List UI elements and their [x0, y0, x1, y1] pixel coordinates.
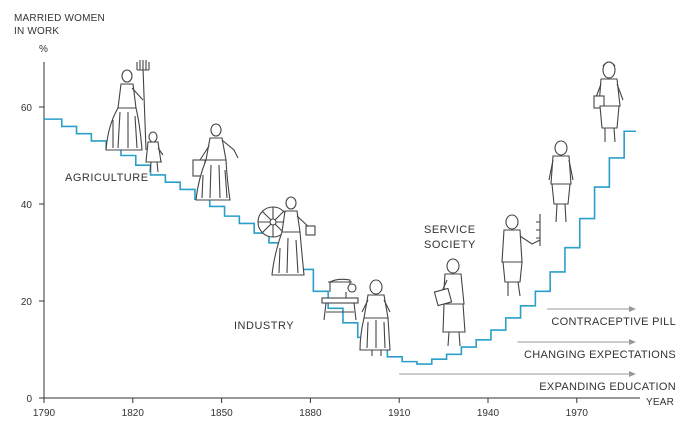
woman-skirt-suit-icon — [548, 140, 574, 223]
teacher-chalkboard-icon — [501, 214, 541, 297]
y-tick-label: 0 — [26, 394, 32, 405]
milkmaid-pail-icon — [192, 123, 239, 201]
era-label-service-line2: SOCIETY — [424, 239, 476, 251]
trend-arrow-head — [629, 339, 636, 345]
farm-woman-pitchfork-icon — [105, 60, 150, 151]
y-axis-unit: % — [39, 44, 48, 55]
y-tick-label: 60 — [21, 103, 33, 114]
office-woman-folder-icon — [433, 258, 466, 347]
trend-label: CONTRACEPTIVE PILL — [551, 316, 676, 328]
x-tick-label: 1850 — [210, 408, 233, 419]
era-label-industry: INDUSTRY — [234, 320, 294, 332]
y-tick-label: 20 — [21, 297, 33, 308]
y-axis-title-line2: IN WORK — [14, 26, 59, 37]
trend-label: EXPANDING EDUCATION — [539, 381, 676, 393]
x-tick-label: 1910 — [388, 408, 411, 419]
trend-arrow-head — [629, 371, 636, 377]
factory-worker-woman-icon — [359, 279, 391, 356]
x-tick-label: 1790 — [33, 408, 56, 419]
sewing-machine-icon — [321, 278, 359, 321]
businesswoman-briefcase-icon — [593, 61, 624, 143]
child-icon — [145, 131, 164, 173]
y-tick-label: 40 — [21, 200, 33, 211]
era-label-service-line1: SERVICE — [424, 224, 476, 236]
x-tick-label: 1880 — [299, 408, 322, 419]
era-label-agriculture: AGRICULTURE — [65, 172, 149, 184]
x-tick-label: 1940 — [477, 408, 500, 419]
x-axis-title: YEAR — [646, 397, 674, 408]
trend-label: CHANGING EXPECTATIONS — [524, 349, 676, 361]
y-axis-title-line1: MARRIED WOMEN — [14, 13, 105, 24]
axis-ticks: 1790 1820 1850 1880 1910 1940 1970 0 20 40 60 — [21, 103, 588, 419]
x-tick-label: 1820 — [122, 408, 145, 419]
x-tick-label: 1970 — [566, 408, 589, 419]
series-line — [44, 118, 636, 365]
trend-annotations: CONTRACEPTIVE PILL CHANGING EXPECTATIONS E… — [399, 306, 676, 393]
spinning-wheel-woman-icon — [257, 196, 316, 276]
trend-arrow-head — [629, 306, 636, 312]
